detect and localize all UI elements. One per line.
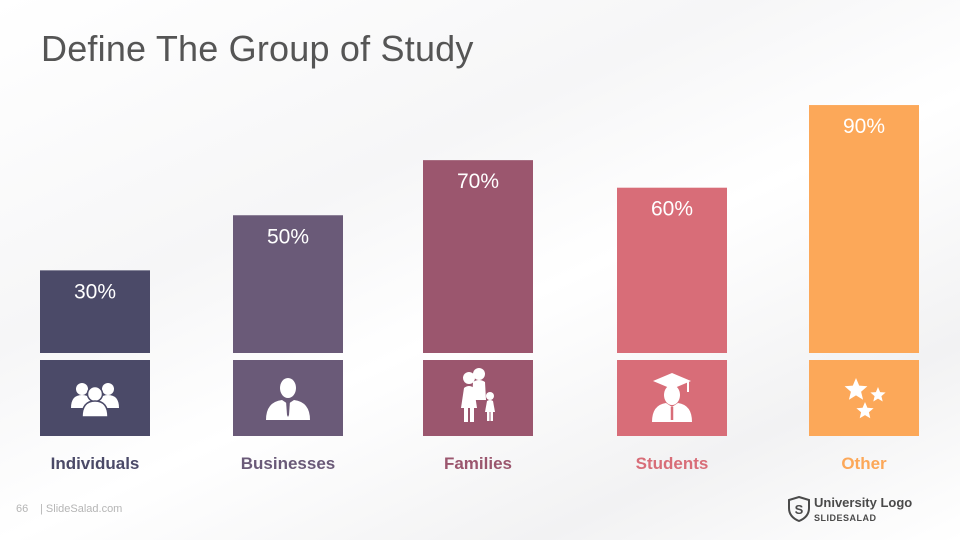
footer-site-text: | SlideSalad.com bbox=[40, 503, 123, 515]
university-logo-text: University Logo bbox=[814, 495, 913, 510]
category-label: Individuals bbox=[51, 454, 140, 473]
category-label: Businesses bbox=[241, 454, 336, 473]
bar-students bbox=[617, 187, 727, 353]
data-label: 50% bbox=[267, 225, 309, 248]
category-label: Other bbox=[841, 454, 887, 473]
category-label: Students bbox=[636, 454, 709, 473]
bar-businesses bbox=[233, 215, 343, 353]
university-logo-subtext: SLIDESALAD bbox=[814, 513, 877, 523]
data-label: 70% bbox=[457, 170, 499, 193]
family-icon bbox=[461, 368, 495, 422]
shield-logo-icon: S bbox=[788, 496, 810, 522]
data-label: 60% bbox=[651, 198, 693, 221]
data-label: 30% bbox=[74, 280, 116, 303]
bar-families bbox=[423, 160, 533, 353]
stars-icon bbox=[844, 378, 886, 419]
slide-title: Define The Group of Study bbox=[41, 28, 474, 69]
bar-individuals bbox=[40, 270, 150, 353]
page-number: 66 bbox=[16, 503, 29, 515]
graduate-icon bbox=[652, 373, 692, 422]
bar-other bbox=[809, 105, 919, 353]
people-group-icon bbox=[71, 383, 119, 418]
category-label: Families bbox=[444, 454, 512, 473]
data-label: 90% bbox=[843, 115, 885, 138]
icon-box-other bbox=[809, 360, 919, 436]
businessman-icon bbox=[266, 378, 310, 420]
svg-text:S: S bbox=[795, 502, 804, 517]
